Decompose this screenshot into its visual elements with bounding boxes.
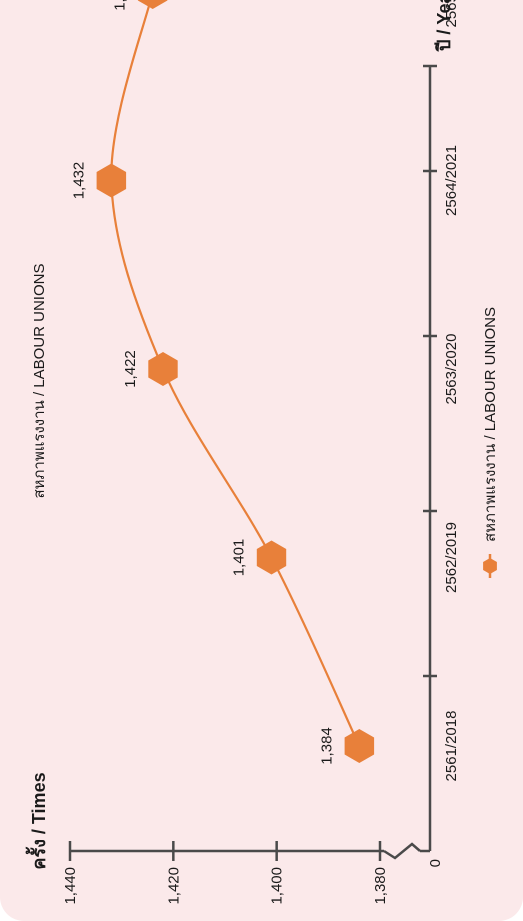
x-tick-label: 2563/2020 xyxy=(443,334,460,405)
data-label: 1,384 xyxy=(318,727,335,765)
data-label: 1,432 xyxy=(70,162,87,200)
data-point-hexagon xyxy=(148,352,178,386)
y-tick-label: 1,420 xyxy=(165,867,182,905)
legend-label: สหภาพแรงงาน / LABOUR UNIONS xyxy=(482,307,499,542)
x-tick-label: 2565/2022 xyxy=(443,0,460,27)
data-point-hexagon xyxy=(256,540,287,575)
y-tick-label: 1,380 xyxy=(372,867,389,905)
data-label: 1,422 xyxy=(122,350,139,388)
data-label: 1,424 xyxy=(112,0,129,11)
y-axis-title: ครั้ง / Times xyxy=(25,772,49,869)
legend-hexagon-marker xyxy=(483,558,497,574)
y-tick-label: 1,400 xyxy=(269,867,286,905)
chart-title: สหภาพแรงงาน / LABOUR UNIONS xyxy=(31,264,48,499)
data-point-hexagon xyxy=(137,0,168,9)
data-point-hexagon xyxy=(344,729,375,763)
data-label: 1,401 xyxy=(231,539,248,577)
y-tick-label: 1,440 xyxy=(62,867,79,905)
legend: สหภาพแรงงาน / LABOUR UNIONS xyxy=(482,307,499,578)
y-zero-label: 0 xyxy=(427,859,444,867)
data-point-hexagon xyxy=(96,163,127,198)
x-axis-title: ปี / Year xyxy=(434,0,454,52)
x-tick-label: 2562/2019 xyxy=(443,522,460,593)
y-axis-break xyxy=(383,842,421,860)
x-tick-label: 2561/2018 xyxy=(443,711,460,782)
x-tick-label: 2564/2021 xyxy=(443,145,460,216)
